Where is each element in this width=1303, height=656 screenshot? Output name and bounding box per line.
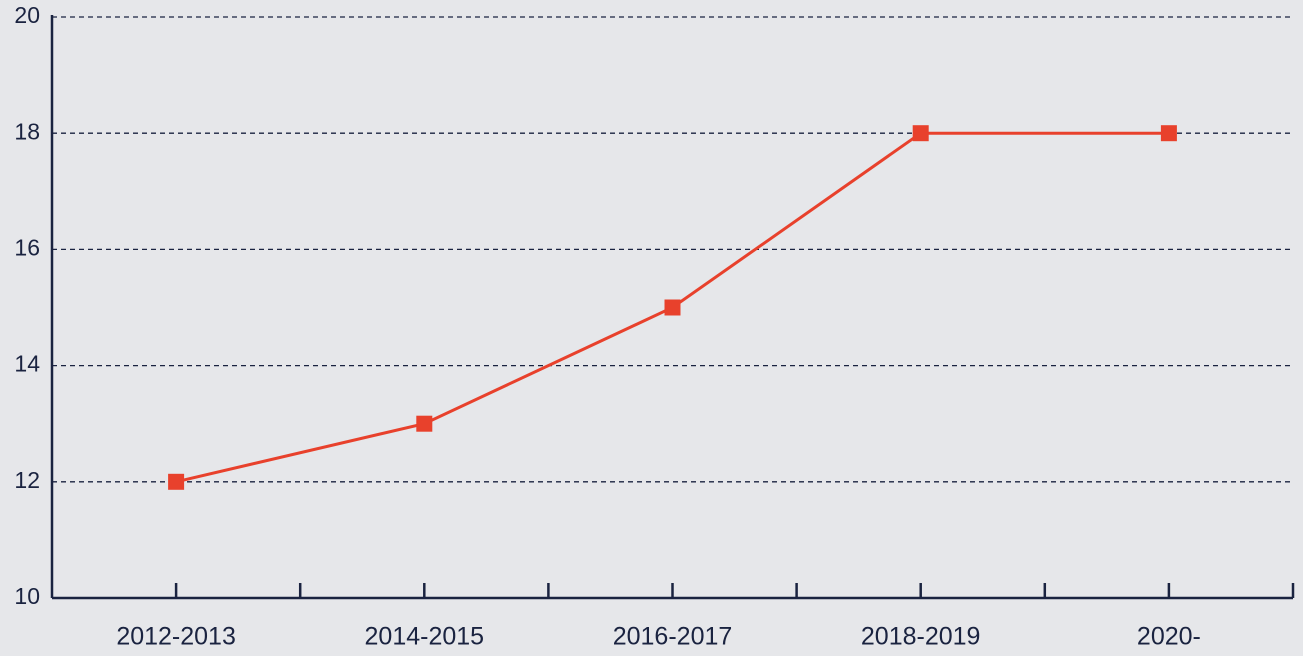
point-marker: [416, 415, 433, 432]
y-tick-label: 20: [14, 2, 40, 28]
point-marker: [1160, 125, 1177, 142]
x-tick-label: 2020-: [1137, 623, 1201, 651]
y-tick-label: 10: [14, 583, 40, 609]
point-marker: [664, 299, 681, 316]
x-tick-label: 2016-2017: [613, 623, 733, 651]
y-tick-label: 18: [14, 118, 40, 144]
x-tick-label: 2014-2015: [365, 623, 485, 651]
y-tick-label: 16: [14, 234, 40, 260]
y-tick-label: 14: [14, 351, 40, 377]
x-tick-label: 2018-2019: [861, 623, 981, 651]
y-tick-label: 12: [14, 467, 40, 493]
point-marker: [168, 473, 185, 490]
x-tick-label: 2012-2013: [116, 623, 236, 651]
point-marker: [912, 125, 929, 142]
